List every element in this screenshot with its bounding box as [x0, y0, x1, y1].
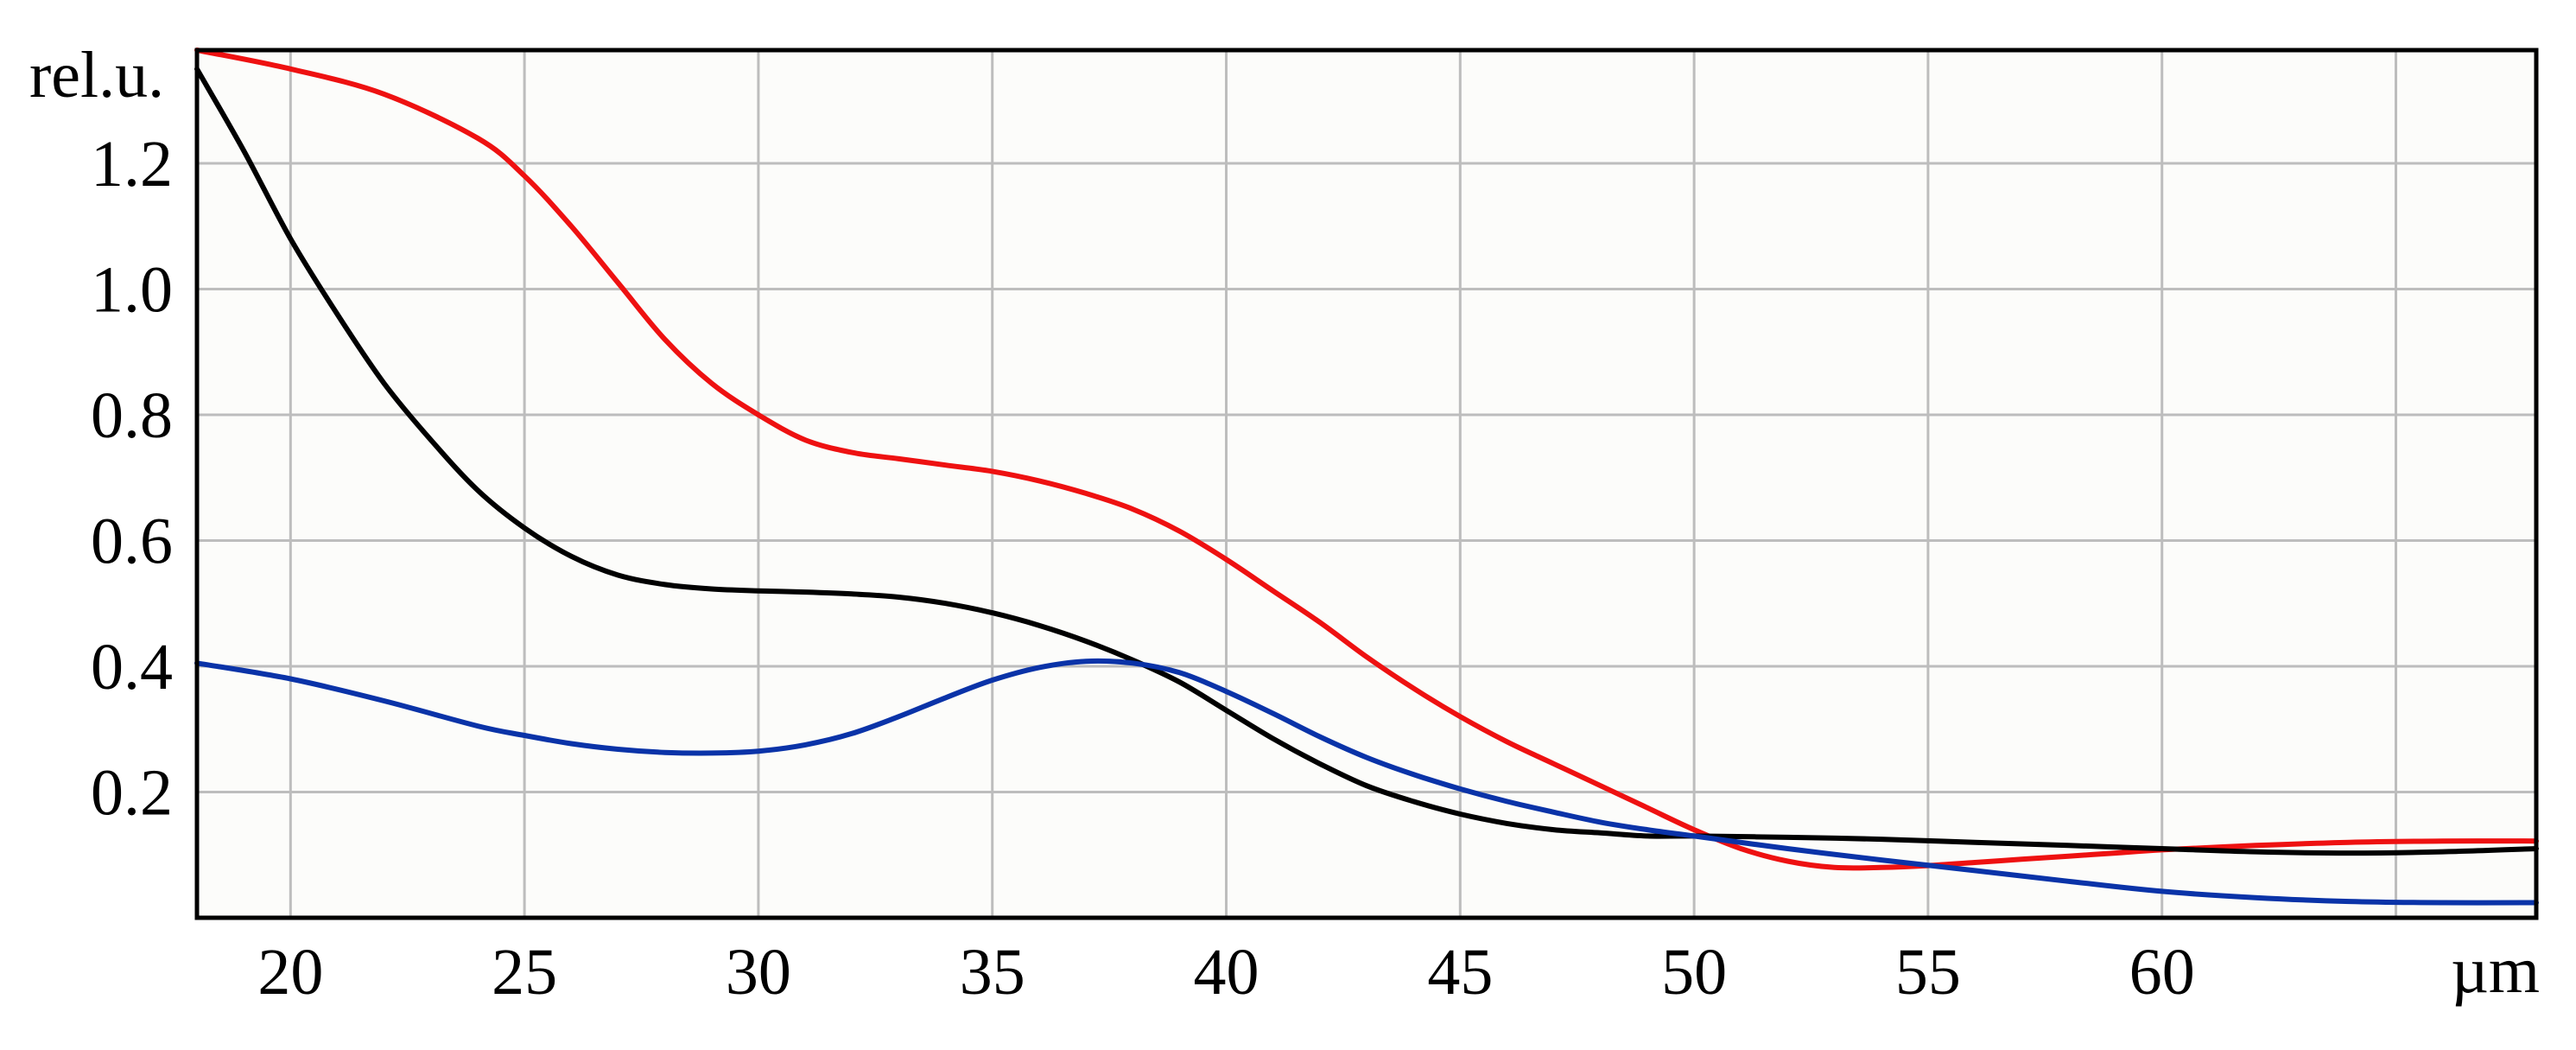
- plot-frame: [194, 48, 2539, 920]
- y-tick-label: 0.6: [91, 505, 173, 577]
- x-tick-label: 50: [1661, 936, 1727, 1009]
- x-tick-label: 45: [1427, 936, 1493, 1009]
- x-tick-label: 35: [960, 936, 1025, 1009]
- series-lines: [194, 48, 2539, 906]
- plot-area: [197, 50, 2536, 918]
- y-tick-label: 0.2: [91, 756, 173, 829]
- x-tick-label: 30: [726, 936, 791, 1009]
- y-tick-labels: 0.2 0.4 0.6 0.8 1.0 1.2: [91, 128, 173, 830]
- x-tick-labels: 20 25 30 35 40 45 50 55 60: [257, 936, 2194, 1009]
- blue-series-line: [194, 658, 2539, 906]
- y-axis-unit-label: rel.u.: [29, 39, 164, 111]
- y-tick-label: 1.0: [91, 253, 173, 326]
- black-series-line: [194, 66, 2539, 856]
- red-series-line: [194, 48, 2539, 871]
- y-tick-label: 1.2: [91, 128, 173, 200]
- y-tick-label: 0.8: [91, 379, 173, 452]
- x-tick-label: 60: [2129, 936, 2195, 1009]
- y-tick-label: 0.4: [91, 631, 173, 703]
- x-tick-label: 55: [1895, 936, 1961, 1009]
- x-axis-unit-label: µm: [2451, 934, 2540, 1007]
- x-tick-label: 20: [257, 936, 323, 1009]
- grid-lines: [197, 50, 2536, 918]
- x-tick-label: 25: [492, 936, 557, 1009]
- x-tick-label: 40: [1194, 936, 1259, 1009]
